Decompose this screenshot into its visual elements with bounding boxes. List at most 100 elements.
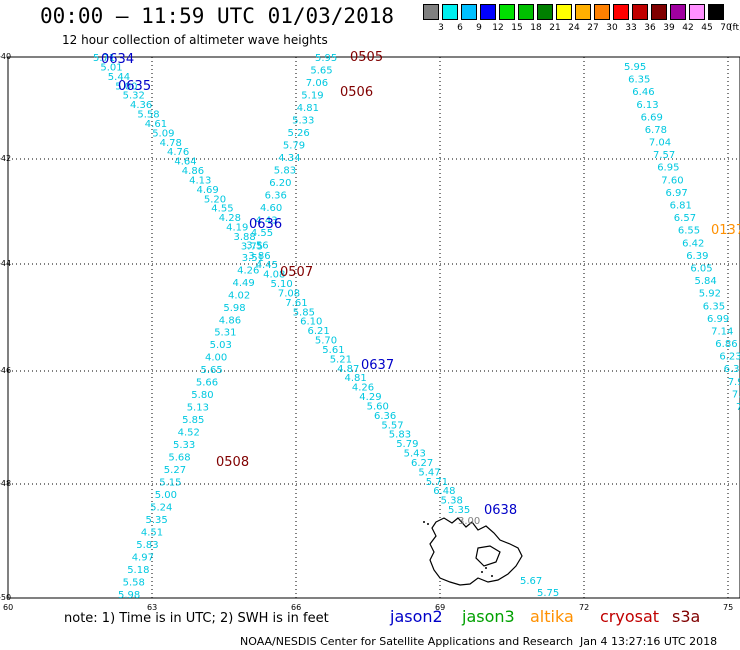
swh-value: 6.81	[670, 201, 692, 212]
pass-time-label: 0634	[101, 52, 134, 67]
swh-value: 6.21	[308, 326, 330, 337]
swh-value: 5.75	[537, 588, 559, 599]
swh-value: 5.70	[315, 336, 337, 347]
swh-value: 4.78	[160, 138, 182, 149]
lon-tick-label: 60	[3, 603, 14, 612]
swh-value: 5.38	[441, 496, 463, 507]
colorbar-swatch	[423, 4, 439, 20]
colorbar-label: 39	[663, 23, 675, 33]
lat-tick-label: -46	[0, 366, 12, 375]
swh-value: 4.86	[182, 166, 204, 177]
swh-value: 5.83	[274, 165, 296, 176]
swh-track-labels: 5.715.015.445.005.324.365.584.615.094.78…	[93, 53, 740, 601]
colorbar-swatch	[461, 4, 477, 20]
swh-value: 7.57	[653, 150, 675, 161]
swh-value: 5.00	[155, 490, 177, 501]
swh-value: 5.85	[293, 307, 315, 318]
colorbar-label: 15	[511, 23, 523, 33]
swh-value: 4.81	[345, 373, 367, 384]
swh-value: 6.20	[269, 178, 291, 189]
colorbar-label: 36	[644, 23, 656, 33]
swh-value: 7.	[732, 389, 740, 400]
swh-value: 5.79	[396, 439, 418, 450]
swh-value: 6.99	[707, 314, 729, 325]
island-outline	[429, 517, 523, 586]
colorbar-swatch	[480, 4, 496, 20]
swh-value: 5.19	[301, 91, 323, 102]
swh-value: 3.88	[234, 232, 256, 243]
swh-value: 4.97	[132, 553, 154, 564]
swh-value: 4.81	[297, 103, 319, 114]
swh-value: 4.61	[145, 119, 167, 130]
colorbar-label: 24	[568, 23, 580, 33]
pass-time-label: 0507	[280, 265, 313, 280]
swh-value: 5.67	[520, 576, 542, 587]
swh-value: 5.57	[381, 420, 403, 431]
colorbar-swatch	[670, 4, 686, 20]
lon-tick-label: 69	[435, 603, 446, 612]
swh-value: 7.06	[306, 78, 328, 89]
lat-lon-gridlines	[7, 56, 740, 599]
swh-value: 4.60	[260, 203, 282, 214]
colorbar-label: 3	[438, 23, 444, 33]
swh-value-gray: 3.00	[458, 516, 480, 527]
pass-time-label: 0637	[361, 358, 394, 373]
swh-value: 6.13	[636, 100, 658, 111]
swh-value: 5.33	[173, 440, 195, 451]
legend-cryosat: cryosat	[600, 607, 660, 626]
swh-value: 5.31	[214, 328, 236, 339]
colorbar-label: 27	[587, 23, 599, 33]
swh-value: 5.24	[150, 503, 172, 514]
swh-value: 5.92	[699, 289, 721, 300]
swh-value: 4.29	[359, 392, 381, 403]
swh-value: 6.69	[641, 112, 663, 123]
colorbar-label: 70	[720, 23, 732, 33]
swh-value: 5.10	[271, 279, 293, 290]
colorbar-label: 33	[625, 23, 637, 33]
swh-value: 5.60	[367, 401, 389, 412]
swh-value: 5.58	[123, 578, 145, 589]
colorbar-unit: (ft)	[729, 23, 740, 33]
swh-value: 5.44	[108, 72, 130, 83]
swh-value: 5.80	[191, 390, 213, 401]
swh-value: 6.95	[657, 163, 679, 174]
swh-value: 5.65	[201, 365, 223, 376]
swh-value: 5.01	[100, 62, 122, 73]
swh-value: 5.71	[93, 53, 115, 64]
colorbar-label: 21	[549, 23, 561, 33]
swh-value: 6.46	[632, 87, 654, 98]
swh-value: 4.64	[174, 157, 196, 168]
swh-value: 7.61	[285, 298, 307, 309]
swh-value: 5.33	[292, 115, 314, 126]
swh-value: 5.35	[448, 505, 470, 516]
map-title: 00:00 – 11:59 UTC 01/03/2018	[40, 4, 395, 28]
colorbar-swatch	[537, 4, 553, 20]
pass-time-label: 0137	[711, 223, 740, 238]
colorbar-swatch	[575, 4, 591, 20]
swh-value: 5.35	[146, 515, 168, 526]
swh-value: 5.79	[283, 140, 305, 151]
swh-value: 4.51	[141, 528, 163, 539]
generated-timestamp: Jan 4 13:27:16 UTC 2018	[580, 635, 718, 648]
swh-value: 5.20	[204, 194, 226, 205]
swh-value: 4.13	[189, 175, 211, 186]
swh-value: 4.49	[233, 278, 255, 289]
islet	[423, 521, 425, 523]
swh-value: 4.26	[237, 265, 259, 276]
swh-value: 4.87	[337, 364, 359, 375]
pass-time-label: 0636	[249, 217, 282, 232]
colorbar-swatch	[651, 4, 667, 20]
colorbar-swatch	[442, 4, 458, 20]
swh-value: 4.52	[178, 428, 200, 439]
swh-value: 7.9	[728, 377, 740, 388]
colorbar-swatch	[689, 4, 705, 20]
colorbar-label: 18	[530, 23, 542, 33]
swh-value: 4.55	[211, 204, 233, 215]
lon-tick-label: 66	[291, 603, 302, 612]
swh-value: 7.14	[711, 326, 733, 337]
legend-jason3: jason3	[462, 607, 515, 626]
swh-value: 5.68	[168, 453, 190, 464]
pass-time-label: 0505	[350, 50, 383, 65]
swh-value: 5.47	[418, 467, 440, 478]
